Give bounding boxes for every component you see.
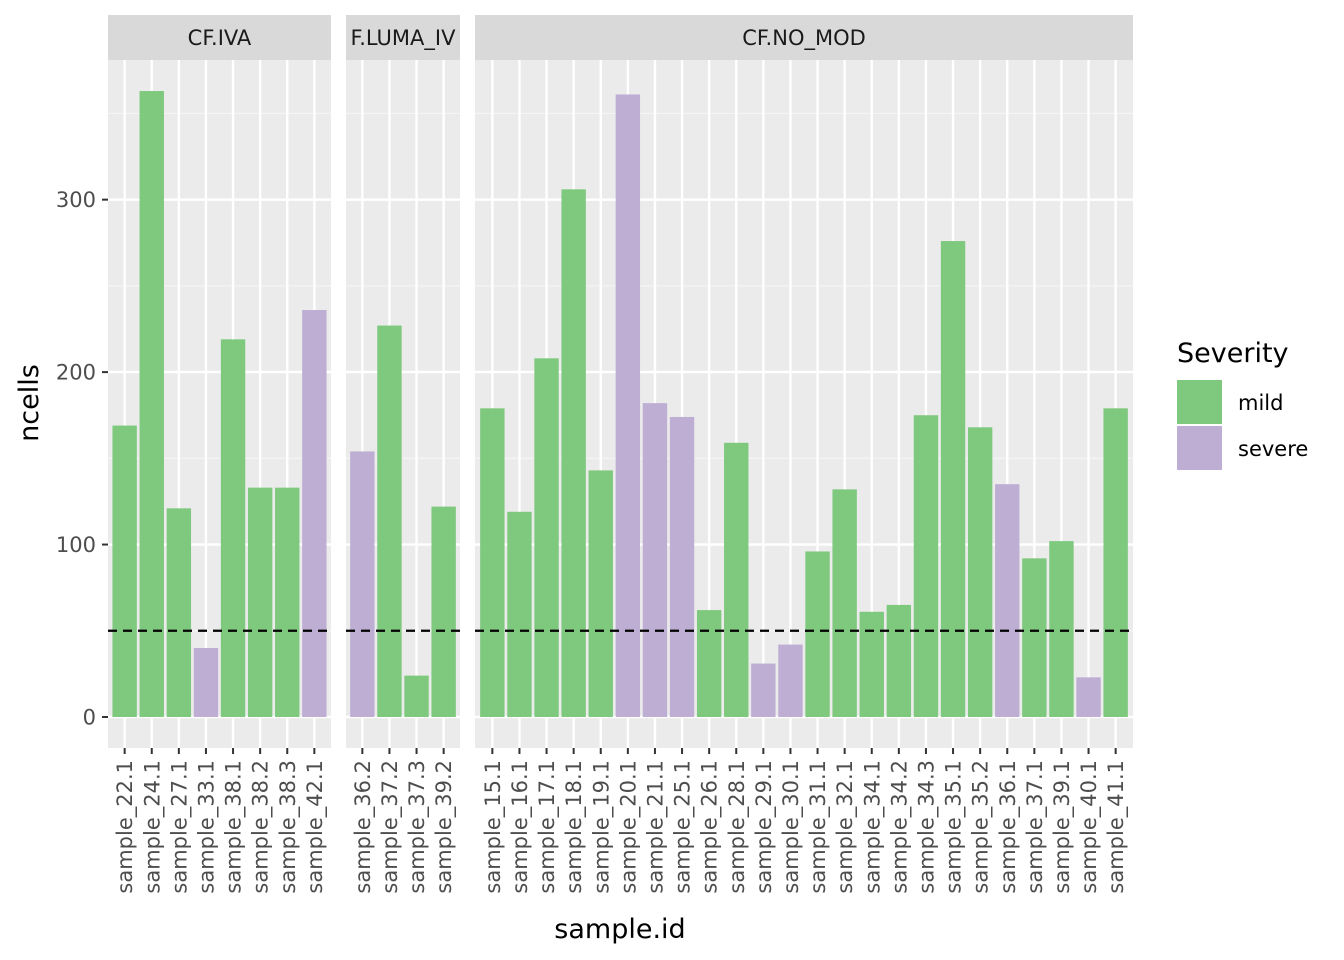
x-tick-label: sample_38.2: [249, 760, 274, 894]
bar-sample_40.1: [1076, 677, 1101, 717]
bar-sample_22.1: [112, 425, 137, 717]
bar-sample_39.1: [1049, 541, 1074, 717]
legend: Severity mild severe: [1177, 338, 1308, 470]
x-tick-label: sample_39.1: [1050, 760, 1075, 894]
bar-sample_28.1: [724, 442, 749, 717]
x-tick-label: sample_37.1: [1023, 760, 1048, 894]
x-tick-label: sample_21.1: [643, 760, 668, 894]
x-tick-label: sample_25.1: [671, 760, 696, 894]
y-tick-label: 300: [56, 188, 96, 212]
bar-sample_33.1: [193, 648, 219, 717]
bar-sample_25.1: [669, 416, 695, 717]
x-tick-label: sample_17.1: [535, 760, 560, 894]
y-axis: 0 100 200 300: [56, 188, 108, 730]
bar-sample_35.1: [940, 241, 966, 717]
x-tick-label: sample_28.1: [725, 760, 750, 894]
bar-sample_32.1: [832, 489, 857, 717]
bar-sample_21.1: [642, 403, 668, 717]
bar-sample_19.1: [588, 470, 613, 717]
y-tick-label: 100: [56, 533, 96, 557]
y-axis-title: ncells: [14, 364, 45, 442]
x-tick-label: sample_15.1: [481, 760, 506, 894]
bar-sample_20.1: [615, 94, 641, 717]
bar-sample_36.1: [995, 484, 1020, 717]
bar-sample_34.1: [859, 611, 884, 717]
x-tick-label: sample_37.3: [405, 760, 430, 894]
facet-strip-label: CF.NO_MOD: [742, 26, 866, 51]
bar-sample_37.1: [1022, 558, 1047, 717]
x-tick-label: sample_26.1: [698, 760, 723, 894]
bar-sample_24.1: [139, 91, 164, 718]
bar-sample_37.3: [404, 675, 429, 717]
bar-sample_36.2: [350, 451, 375, 717]
x-tick-label: sample_24.1: [140, 760, 165, 894]
x-tick-label: sample_27.1: [167, 760, 192, 894]
bar-sample_34.2: [886, 604, 912, 717]
bar-sample_29.1: [751, 663, 776, 717]
facet-strip: [475, 15, 1133, 60]
legend-key-mild: [1177, 380, 1222, 424]
bar-sample_16.1: [507, 511, 532, 717]
bar-sample_27.1: [166, 508, 192, 717]
x-tick-label: sample_38.1: [222, 760, 247, 894]
x-tick-label: sample_34.2: [887, 760, 912, 894]
bar-sample_15.1: [480, 408, 505, 717]
x-tick-label: sample_40.1: [1077, 760, 1102, 894]
bar-sample_26.1: [696, 610, 722, 717]
bar-sample_17.1: [534, 358, 559, 717]
bar-sample_38.3: [275, 487, 300, 717]
x-tick-label: sample_39.2: [432, 760, 457, 894]
facet-strip: [108, 15, 331, 60]
x-tick-label: sample_29.1: [752, 760, 777, 894]
x-tick-label: sample_31.1: [806, 760, 831, 894]
bar-sample_37.2: [377, 325, 402, 717]
bar-sample_18.1: [561, 189, 586, 718]
facet-strip: [346, 15, 460, 60]
y-tick-label: 0: [83, 706, 96, 730]
x-tick-label: sample_37.2: [378, 760, 403, 894]
x-tick-label: sample_36.2: [351, 760, 376, 894]
bar-sample_41.1: [1103, 408, 1128, 717]
x-tick-label: sample_42.1: [303, 760, 328, 894]
x-tick-label: sample_35.1: [942, 760, 967, 894]
facet-panel: F.LUMA_IV sample_36.2 sample_37.2 sample_37…: [346, 15, 460, 894]
x-axis-title: sample.id: [554, 914, 685, 945]
x-tick-label: sample_22.1: [113, 760, 138, 894]
bar-sample_42.1: [302, 310, 327, 717]
bar-sample_30.1: [778, 644, 803, 717]
legend-title: Severity: [1177, 338, 1289, 369]
x-tick-label: sample_30.1: [779, 760, 804, 894]
x-tick-label: sample_18.1: [562, 760, 587, 894]
facet-panel: CF.NO_MOD sample_15.1 sample_16.1 sample_17…: [475, 15, 1133, 894]
facet-strip-label: F.LUMA_IV: [351, 26, 457, 51]
bar-sample_39.2: [431, 506, 456, 717]
y-tick-label: 200: [56, 361, 96, 385]
bar-sample_34.3: [913, 415, 939, 717]
legend-label-mild: mild: [1238, 391, 1283, 415]
x-tick-label: sample_16.1: [508, 760, 533, 894]
facet-strip-label: CF.IVA: [188, 26, 252, 50]
bar-sample_35.2: [967, 427, 993, 717]
x-tick-label: sample_34.3: [914, 760, 939, 894]
bar-sample_38.1: [220, 339, 246, 717]
legend-label-severe: severe: [1238, 437, 1308, 461]
x-tick-label: sample_38.3: [276, 760, 301, 894]
x-tick-label: sample_34.1: [860, 760, 885, 894]
x-tick-label: sample_33.1: [194, 760, 219, 894]
x-tick-label: sample_19.1: [589, 760, 614, 894]
x-tick-label: sample_20.1: [616, 760, 641, 894]
bar-sample_31.1: [805, 551, 830, 717]
bar-sample_38.2: [247, 487, 273, 717]
x-tick-label: sample_36.1: [996, 760, 1021, 894]
legend-key-severe: [1177, 426, 1222, 470]
x-tick-label: sample_32.1: [833, 760, 858, 894]
x-tick-label: sample_35.2: [969, 760, 994, 894]
x-tick-label: sample_41.1: [1104, 760, 1129, 894]
